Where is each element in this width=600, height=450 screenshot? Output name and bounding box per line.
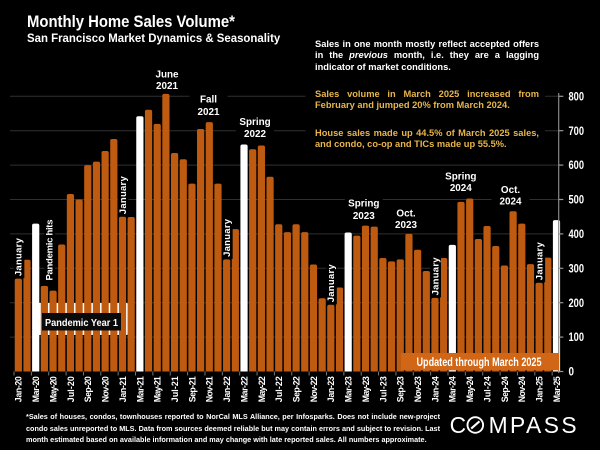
svg-text:Oct.: Oct. (396, 209, 415, 220)
svg-text:Nov-20: Nov-20 (101, 376, 111, 402)
svg-text:700: 700 (569, 126, 585, 138)
svg-text:600: 600 (569, 160, 585, 172)
svg-text:Oct.: Oct. (501, 185, 520, 196)
svg-text:January: January (534, 241, 545, 280)
svg-text:January: January (14, 237, 25, 276)
svg-text:Nov-23: Nov-23 (413, 376, 423, 402)
svg-text:January: January (430, 257, 441, 296)
svg-text:Jan-20: Jan-20 (14, 376, 24, 402)
svg-text:Mar-24: Mar-24 (448, 376, 458, 402)
svg-text:Mar-22: Mar-22 (239, 376, 249, 402)
svg-text:Jan-25: Jan-25 (535, 376, 545, 402)
svg-text:Spring: Spring (445, 171, 476, 182)
svg-text:2024: 2024 (500, 197, 522, 208)
svg-text:May-20: May-20 (48, 376, 58, 402)
svg-text:May-22: May-22 (257, 376, 267, 402)
svg-text:Pandemic hits: Pandemic hits (44, 220, 55, 281)
svg-text:Spring: Spring (348, 198, 379, 209)
svg-text:100: 100 (569, 332, 585, 344)
svg-text:June: June (155, 69, 179, 80)
svg-text:Mar-21: Mar-21 (135, 376, 145, 402)
svg-text:2021: 2021 (198, 107, 220, 118)
svg-text:C: C (450, 412, 466, 438)
svg-text:Sep-24: Sep-24 (500, 376, 510, 402)
svg-text:Nov-22: Nov-22 (309, 376, 319, 402)
svg-text:Nov-21: Nov-21 (205, 376, 215, 402)
svg-text:800: 800 (569, 91, 585, 103)
svg-text:Nov-24: Nov-24 (517, 376, 527, 402)
svg-text:Jul-22: Jul-22 (274, 376, 284, 402)
svg-text:2023: 2023 (395, 220, 417, 231)
svg-text:Sep-21: Sep-21 (187, 376, 197, 402)
svg-text:200: 200 (569, 298, 585, 310)
svg-text:January: January (118, 175, 129, 214)
svg-text:Jan-24: Jan-24 (430, 376, 440, 402)
svg-text:Jul-21: Jul-21 (170, 376, 180, 402)
svg-text:May-24: May-24 (465, 376, 475, 402)
svg-text:Sep-23: Sep-23 (396, 376, 406, 402)
svg-text:2021: 2021 (156, 81, 178, 92)
svg-text:Sep-22: Sep-22 (292, 376, 302, 402)
svg-text:Fall: Fall (200, 94, 217, 105)
svg-text:Jul-23: Jul-23 (378, 376, 388, 402)
svg-text:2022: 2022 (244, 129, 266, 140)
svg-text:0: 0 (569, 367, 575, 379)
svg-text:May-23: May-23 (361, 376, 371, 402)
svg-text:Jul-20: Jul-20 (66, 376, 76, 402)
svg-text:Updated through March 2025: Updated through March 2025 (416, 357, 541, 369)
svg-text:300: 300 (569, 263, 585, 275)
svg-text:Pandemic Year 1: Pandemic Year 1 (45, 318, 118, 329)
svg-text:2024: 2024 (450, 183, 472, 194)
svg-text:Jan-22: Jan-22 (222, 376, 232, 402)
svg-text:Jul-24: Jul-24 (482, 376, 492, 402)
svg-text:May-21: May-21 (153, 376, 163, 402)
svg-text:Jan-23: Jan-23 (326, 376, 336, 402)
svg-text:Mar-23: Mar-23 (344, 376, 354, 402)
svg-text:400: 400 (569, 229, 585, 241)
svg-text:Mar-20: Mar-20 (31, 376, 41, 402)
svg-text:Jan-21: Jan-21 (118, 376, 128, 402)
svg-text:2023: 2023 (353, 211, 375, 222)
svg-text:Sep-20: Sep-20 (83, 376, 93, 402)
svg-text:500: 500 (569, 195, 585, 207)
svg-text:January: January (222, 218, 233, 257)
svg-text:MPASS: MPASS (489, 412, 577, 438)
svg-text:Mar-25: Mar-25 (552, 376, 562, 402)
svg-text:Spring: Spring (239, 117, 270, 128)
svg-text:January: January (326, 264, 337, 303)
